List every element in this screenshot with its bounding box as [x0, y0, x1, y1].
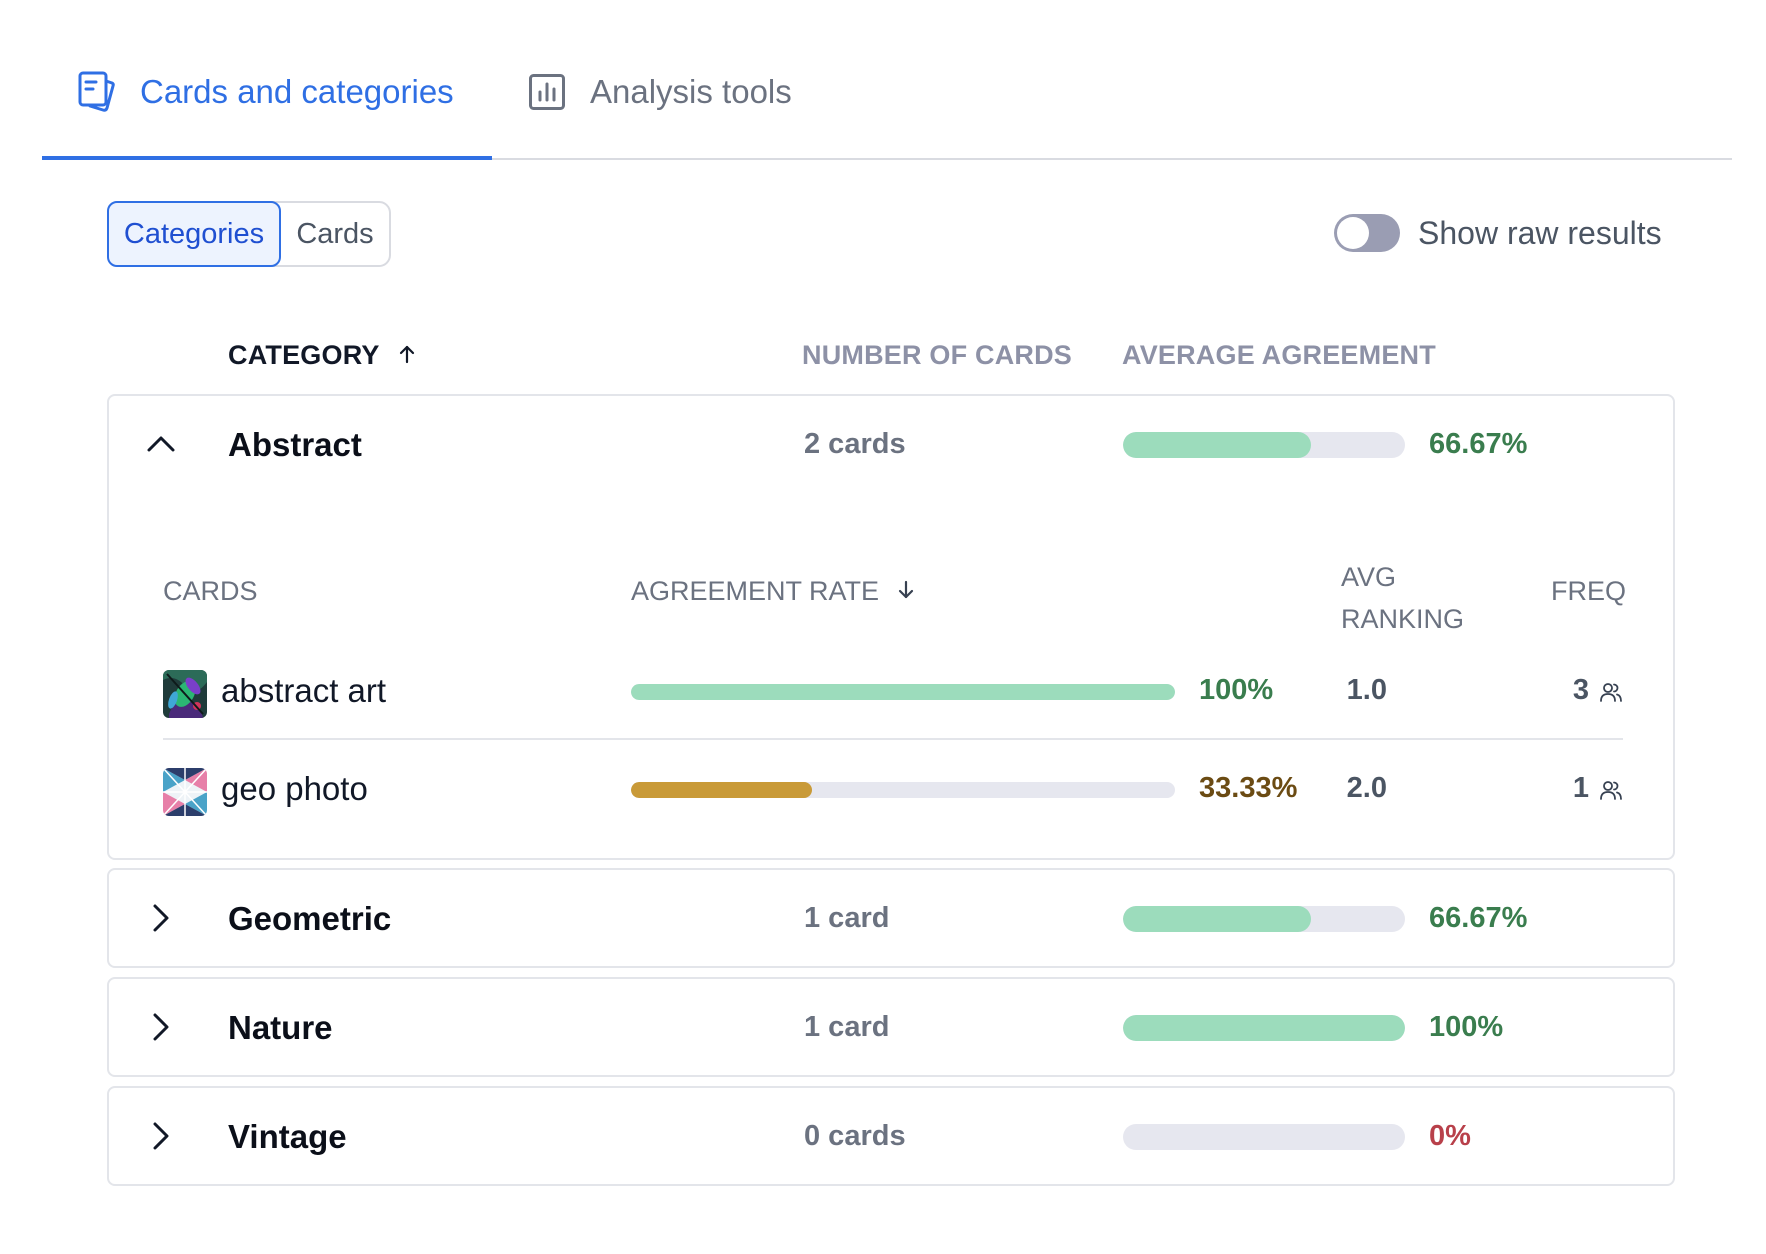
- category-group-abstract: Abstract 2 cards 66.67% CARDS AGREEMENT …: [107, 394, 1675, 860]
- people-icon: [1599, 680, 1623, 704]
- category-name: Geometric: [228, 900, 392, 937]
- card-row[interactable]: geo photo 33.33% 2.0 1: [163, 742, 1623, 838]
- avg-ranking-value: 1.0: [1346, 674, 1387, 706]
- card-name: abstract art: [221, 672, 387, 709]
- card-thumbnail-geo-photo: [163, 768, 207, 816]
- avg-ranking-header-line1: AVG: [1341, 562, 1397, 592]
- agreement-percent: 0%: [1429, 1120, 1471, 1152]
- avg-ranking-column-header[interactable]: AVG RANKING: [1341, 556, 1464, 640]
- raw-results-label: Show raw results: [1418, 214, 1662, 251]
- agreement-percent: 66.67%: [1429, 428, 1528, 460]
- view-tabs: Cards and categories Analysis tools: [42, 0, 1732, 160]
- tab-analysis-tools[interactable]: Analysis tools: [526, 62, 792, 122]
- agreement-bar: [1123, 1124, 1405, 1150]
- active-tab-indicator: [42, 156, 492, 160]
- bar-chart-icon: [526, 69, 568, 115]
- avg-ranking-header-line2: RANKING: [1341, 604, 1465, 634]
- agreement-bar: [1123, 1015, 1405, 1041]
- raw-results-control: Show raw results: [1334, 206, 1662, 260]
- tab-label: Analysis tools: [590, 73, 792, 110]
- categories-table-header: CATEGORY NUMBER OF CARDS AVERAGE AGREEME…: [0, 340, 1766, 384]
- agreement-percent: 66.67%: [1429, 902, 1528, 934]
- agreement-rate-bar-fill: [631, 684, 1175, 700]
- cards-column-header[interactable]: CARDS: [163, 576, 258, 606]
- category-name: Vintage: [228, 1118, 347, 1155]
- sort-ascending-icon: [398, 340, 416, 371]
- category-row[interactable]: Abstract 2 cards 66.67%: [109, 396, 1673, 492]
- category-card-count: 1 card: [804, 1011, 890, 1043]
- agreement-rate-bar-fill: [631, 782, 813, 798]
- agreement-bar-fill: [1123, 432, 1311, 458]
- chevron-right-icon[interactable]: [139, 1005, 183, 1049]
- category-group-vintage: Vintage 0 cards 0%: [107, 1086, 1675, 1186]
- category-row[interactable]: Nature 1 card 100%: [109, 979, 1673, 1075]
- freq-value: 3: [1572, 674, 1589, 706]
- card-thumbnail-abstract-art: [163, 670, 207, 718]
- agreement-rate-percent: 100%: [1199, 674, 1274, 706]
- agreement-rate-column-header[interactable]: AGREEMENT RATE: [631, 576, 915, 607]
- agreement-rate-bar: [631, 782, 1175, 798]
- category-card-count: 2 cards: [804, 428, 906, 460]
- category-card-count: 1 card: [804, 902, 890, 934]
- categories-view-button[interactable]: Categories: [107, 201, 281, 267]
- avg-ranking-value: 2.0: [1346, 772, 1387, 804]
- agreement-bar-fill: [1123, 906, 1311, 932]
- tab-label: Cards and categories: [140, 73, 454, 110]
- category-name: Abstract: [228, 426, 362, 463]
- card-row[interactable]: abstract art 100% 1.0 3: [163, 644, 1623, 740]
- category-group-geometric: Geometric 1 card 66.67%: [107, 868, 1675, 968]
- agreement-bar-fill: [1123, 1015, 1405, 1041]
- chevron-right-icon[interactable]: [139, 896, 183, 940]
- category-name: Nature: [228, 1009, 333, 1046]
- category-group-nature: Nature 1 card 100%: [107, 977, 1675, 1077]
- agreement-rate-header-label: AGREEMENT RATE: [631, 576, 880, 606]
- agreement-rate-bar: [631, 684, 1175, 700]
- agreement-bar: [1123, 906, 1405, 932]
- tab-cards-and-categories[interactable]: Cards and categories: [76, 62, 454, 122]
- card-name: geo photo: [221, 770, 368, 807]
- chevron-right-icon[interactable]: [139, 1114, 183, 1158]
- category-card-count: 0 cards: [804, 1120, 906, 1152]
- chevron-up-icon[interactable]: [139, 422, 183, 466]
- category-row[interactable]: Geometric 1 card 66.67%: [109, 870, 1673, 966]
- raw-results-toggle[interactable]: [1334, 214, 1400, 252]
- number-of-cards-column-header[interactable]: NUMBER OF CARDS: [802, 340, 1072, 370]
- freq-column-header[interactable]: FREQ: [1551, 576, 1627, 606]
- view-segmented-control: Categories Cards: [107, 201, 391, 267]
- average-agreement-column-header[interactable]: AVERAGE AGREEMENT: [1122, 340, 1436, 370]
- toggle-knob: [1337, 217, 1369, 249]
- freq-value: 1: [1572, 772, 1589, 804]
- agreement-percent: 100%: [1429, 1011, 1504, 1043]
- agreement-rate-percent: 33.33%: [1199, 772, 1298, 804]
- category-column-header[interactable]: CATEGORY: [228, 340, 416, 371]
- category-row[interactable]: Vintage 0 cards 0%: [109, 1088, 1673, 1184]
- sort-descending-icon: [897, 576, 915, 607]
- people-icon: [1599, 778, 1623, 802]
- agreement-bar: [1123, 432, 1405, 458]
- cards-icon: [76, 69, 118, 115]
- cards-view-button[interactable]: Cards: [296, 217, 374, 250]
- category-header-label: CATEGORY: [228, 340, 380, 370]
